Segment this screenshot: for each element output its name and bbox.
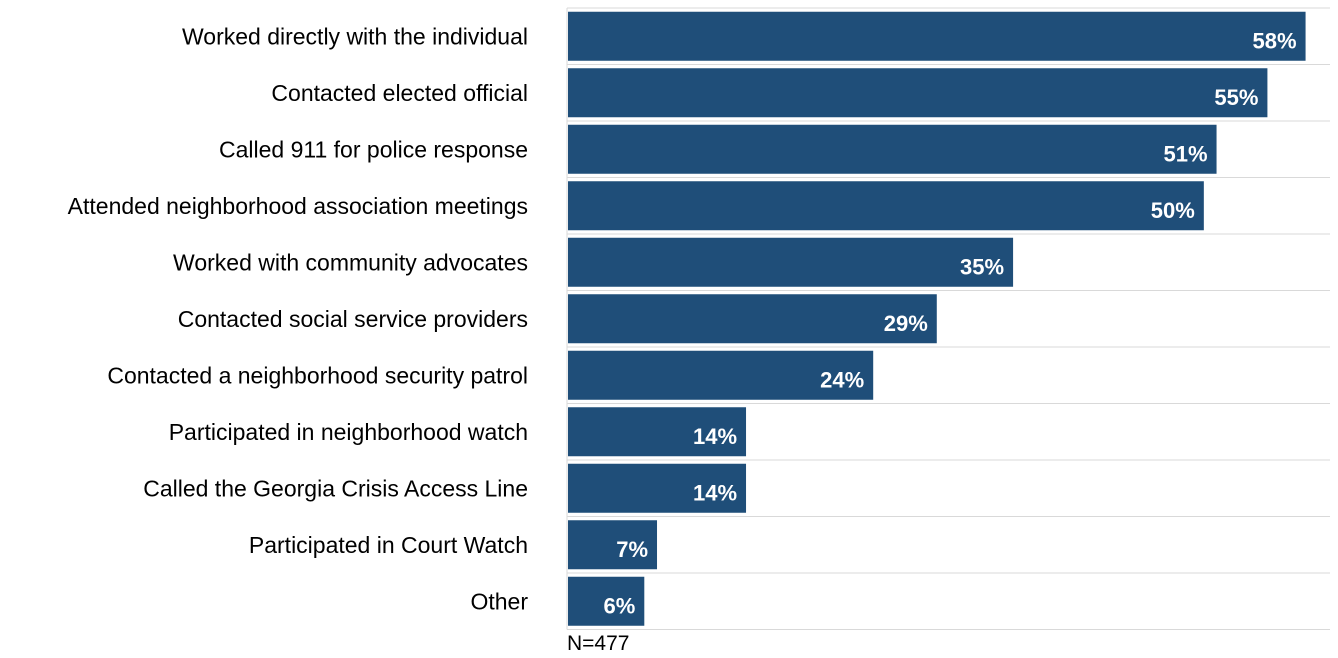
bar — [568, 294, 937, 344]
value-labels: 58% 55% 51% 50% 35% 29% 24% 14% 14% 7% 6% — [604, 28, 1297, 618]
category-label: Contacted elected official — [271, 80, 528, 106]
category-label: Other — [470, 588, 528, 614]
bar — [568, 11, 1306, 61]
value-label: 58% — [1253, 28, 1297, 53]
bar — [568, 463, 747, 513]
sample-size-note: N=477 — [567, 632, 630, 655]
bar — [568, 520, 658, 570]
bars — [568, 11, 1306, 626]
category-label: Contacted a neighborhood security patrol — [107, 362, 528, 388]
value-label: 14% — [693, 424, 737, 449]
category-labels: Worked directly with the individual Conta… — [68, 23, 529, 614]
value-label: 51% — [1164, 141, 1208, 166]
value-label: 6% — [604, 593, 636, 618]
value-label: 29% — [884, 311, 928, 336]
value-label: 50% — [1151, 198, 1195, 223]
bar — [568, 237, 1014, 287]
gridlines — [566, 7, 1330, 630]
value-label: 35% — [960, 254, 1004, 279]
category-label: Worked directly with the individual — [182, 23, 528, 49]
bar — [568, 350, 874, 400]
bar — [568, 124, 1217, 174]
value-label: 55% — [1214, 85, 1258, 110]
value-label: 14% — [693, 480, 737, 505]
category-label: Contacted social service providers — [178, 306, 528, 332]
value-label: 7% — [616, 537, 648, 562]
category-label: Called 911 for police response — [219, 136, 528, 162]
bar — [568, 68, 1268, 118]
category-label: Participated in Court Watch — [249, 532, 528, 558]
value-label: 24% — [820, 367, 864, 392]
bar — [568, 576, 645, 626]
category-label: Participated in neighborhood watch — [169, 419, 528, 445]
bar — [568, 181, 1204, 231]
category-label: Called the Georgia Crisis Access Line — [143, 475, 528, 501]
category-label: Attended neighborhood association meetin… — [68, 193, 528, 219]
category-label: Worked with community advocates — [173, 249, 528, 275]
bar — [568, 407, 747, 457]
